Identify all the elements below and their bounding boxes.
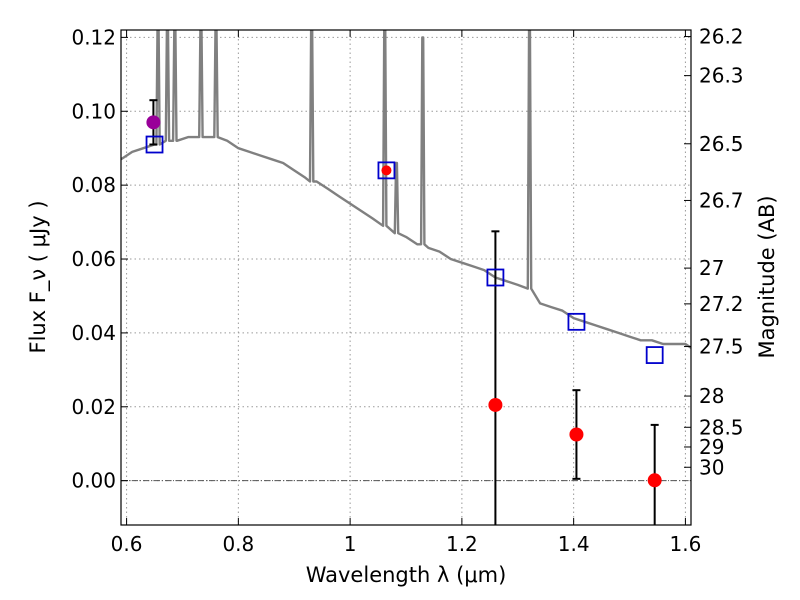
y-tick-label: 0.04 <box>71 321 116 345</box>
observed-marker <box>647 473 662 488</box>
model_photometry-marker <box>377 161 396 180</box>
x-axis-label: Wavelength λ (μm) <box>306 563 507 587</box>
y-tick-label: 0.00 <box>71 469 116 493</box>
y-tick-label: 0.10 <box>71 99 116 123</box>
observed-marker <box>381 165 392 176</box>
x-tick-label: 1.2 <box>446 532 478 556</box>
model-spectrum-line <box>121 30 691 349</box>
mag-tick-label: 30 <box>699 455 724 479</box>
y-tick-label: 0.06 <box>71 247 116 271</box>
mag-tick-label: 27 <box>699 256 724 280</box>
mag-tick-label: 26.5 <box>699 132 744 156</box>
model_photometry-marker <box>145 135 164 154</box>
right-axis-label: Magnitude (AB) <box>755 195 779 358</box>
x-tick-label: 1.6 <box>670 532 702 556</box>
plot-frame <box>120 29 692 526</box>
mag-tick-label: 27.5 <box>699 335 744 359</box>
model_photometry-marker <box>645 346 664 364</box>
mag-tick-label: 26.2 <box>699 25 744 49</box>
model_photometry-marker <box>567 312 586 331</box>
mag-tick-label: 27.2 <box>699 292 744 316</box>
ticks <box>121 30 691 525</box>
mag-tick-label: 26.7 <box>699 188 744 212</box>
grid <box>121 30 691 525</box>
tick-labels: 0.6 0.8 1 1.2 1.4 1.6 0.00 0.02 0.04 0.06 0.08 0.10… <box>71 25 743 556</box>
observed-marker <box>569 427 584 442</box>
mag-tick-label: 26.3 <box>699 64 744 88</box>
plot-area <box>121 30 691 525</box>
model_photometry-marker <box>486 268 505 287</box>
x-tick-label: 0.6 <box>111 532 143 556</box>
observed-marker <box>488 397 503 412</box>
mag-tick-label: 28.5 <box>699 415 744 439</box>
x-tick-label: 1.4 <box>558 532 590 556</box>
detection-marker <box>146 115 161 130</box>
y-tick-label: 0.08 <box>71 173 116 197</box>
x-tick-label: 0.8 <box>222 532 254 556</box>
x-tick-label: 1 <box>344 532 357 556</box>
mag-tick-label: 28 <box>699 384 724 408</box>
y-axis-label: Flux F_ν ( μJy ) <box>26 200 51 353</box>
y-tick-label: 0.02 <box>71 395 116 419</box>
y-tick-label: 0.12 <box>71 25 116 49</box>
mag-tick-label: 29 <box>699 435 724 459</box>
